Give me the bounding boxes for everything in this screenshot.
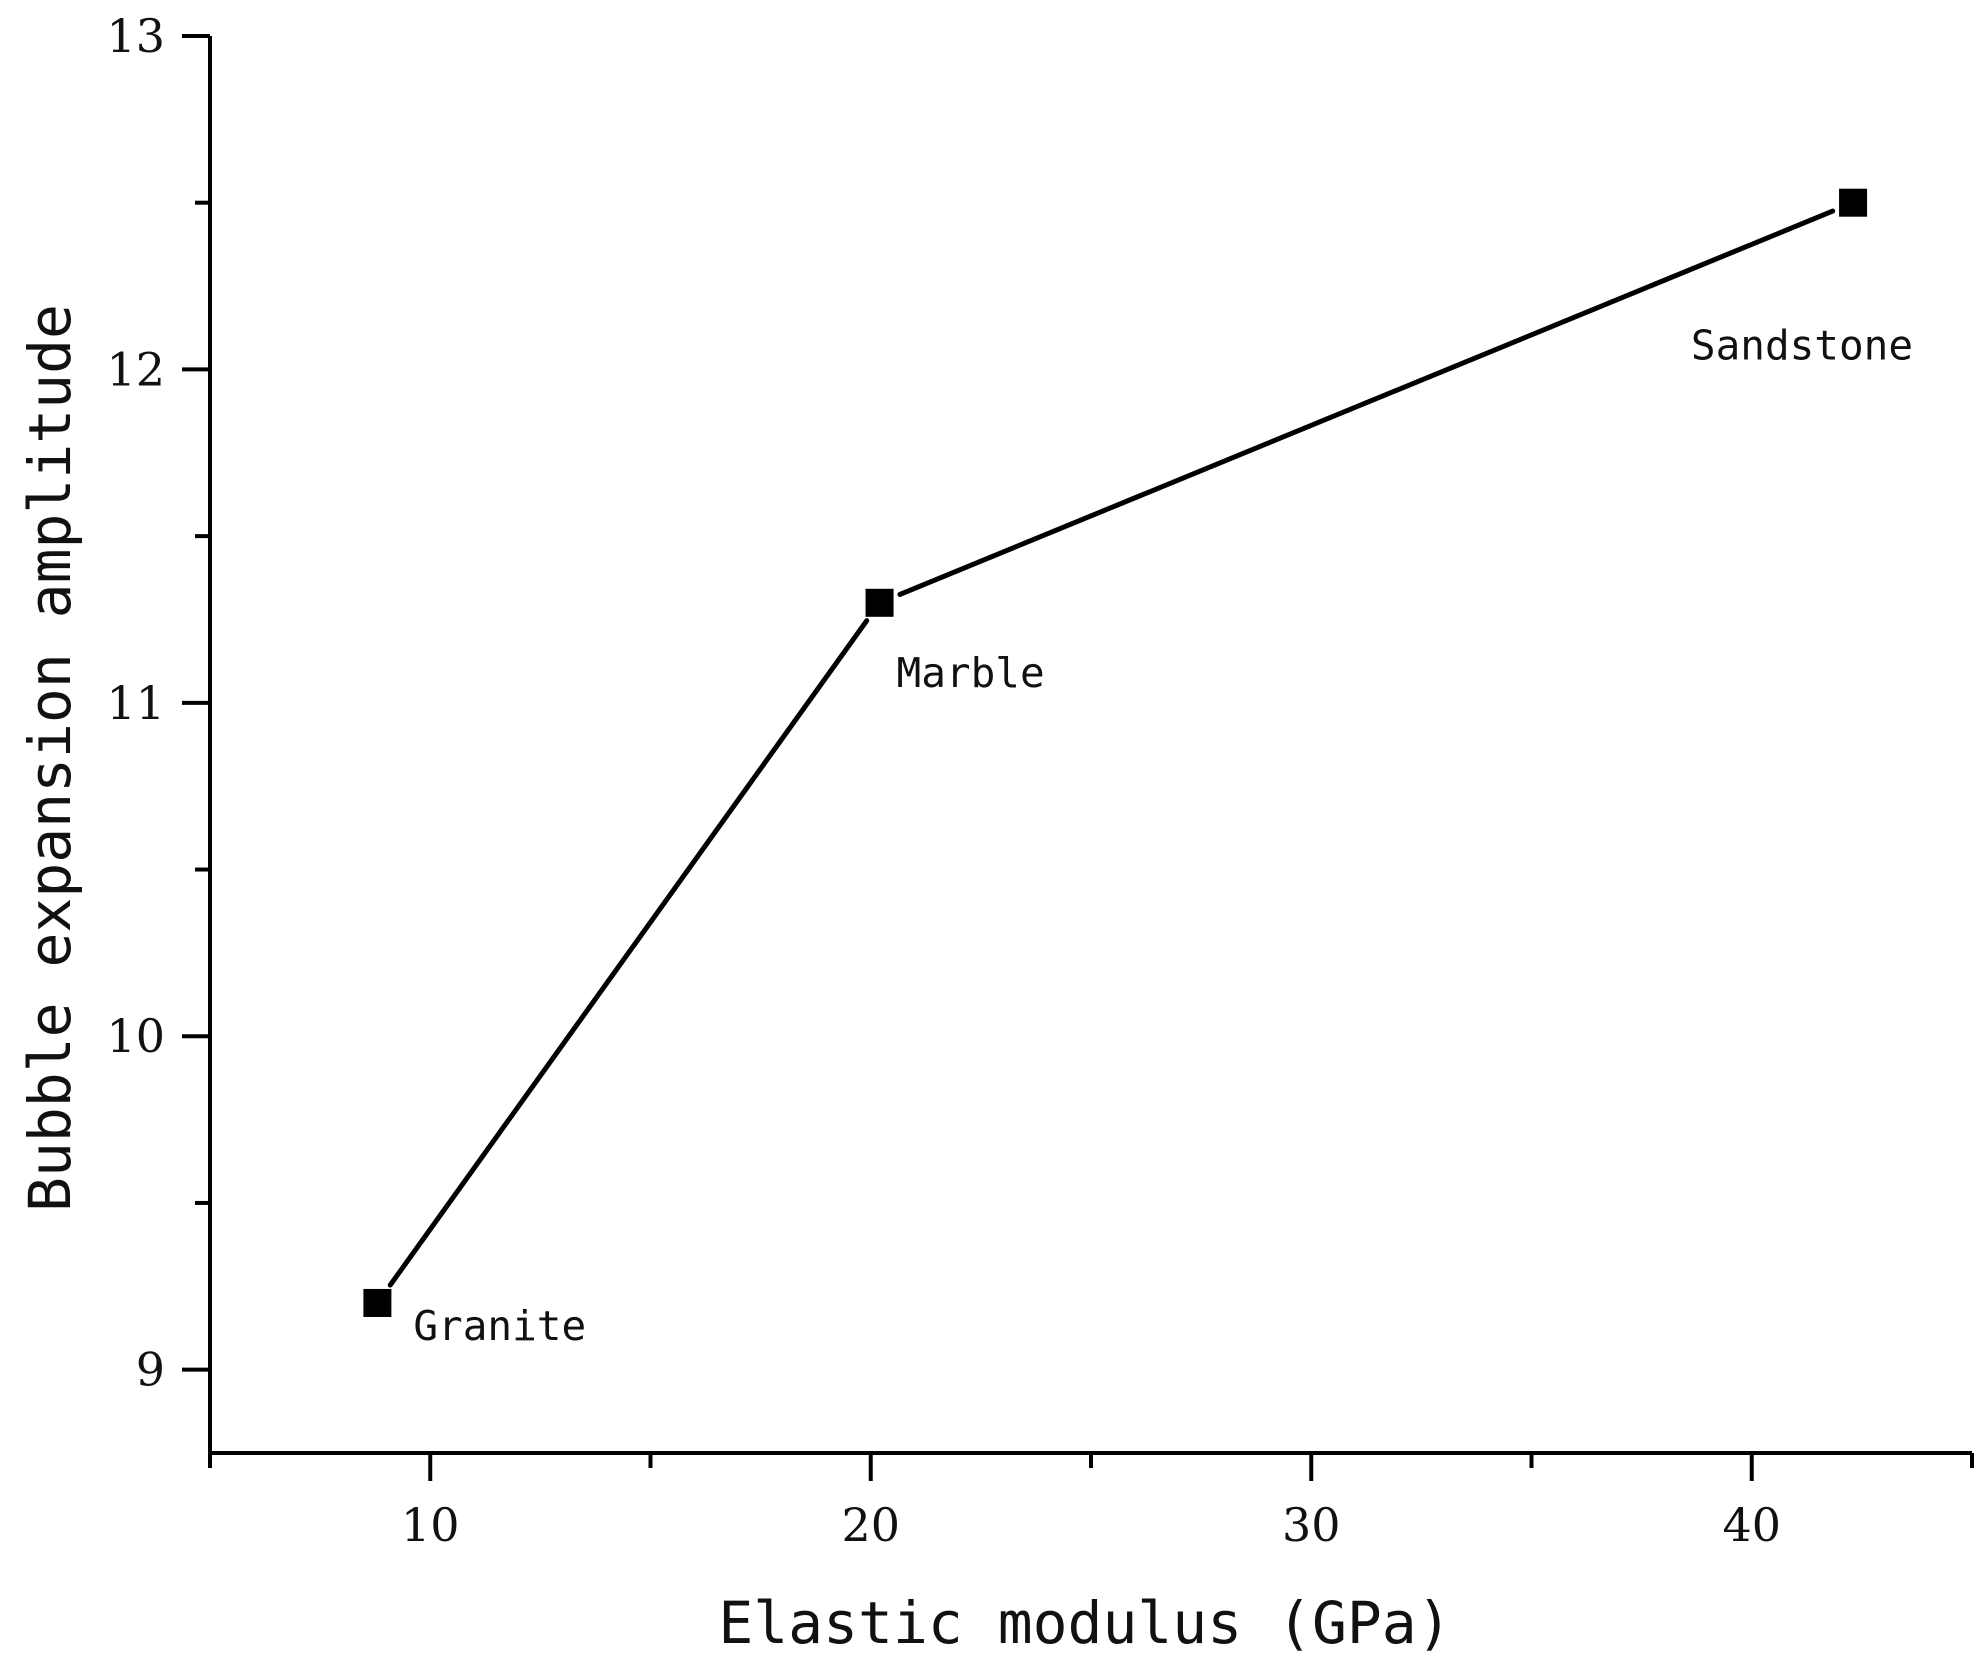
data-point-marker xyxy=(363,1288,392,1317)
data-series xyxy=(363,188,1868,1317)
data-point-marker xyxy=(865,588,894,617)
series-line-segment xyxy=(387,618,870,1288)
x-tick-label: 30 xyxy=(1282,1498,1341,1552)
point-label: Granite xyxy=(413,1302,586,1350)
x-axis-title: Elastic modulus (GPa) xyxy=(718,1589,1451,1657)
y-tick-label: 11 xyxy=(106,676,165,730)
y-tick-label: 13 xyxy=(106,9,165,63)
ticks: 9 10 11 12 13 10 20 30 40 xyxy=(106,9,1974,1552)
y-axis-title: Bubble expansion amplitude xyxy=(16,304,84,1212)
data-point-marker xyxy=(1839,188,1868,217)
point-label: Marble xyxy=(897,649,1045,697)
y-tick-label: 12 xyxy=(106,342,165,396)
series-line-segment xyxy=(897,208,1836,597)
point-annotations: Granite Marble Sandstone xyxy=(413,322,1913,1350)
y-tick-label: 10 xyxy=(106,1009,165,1063)
y-tick-label: 9 xyxy=(136,1343,165,1397)
x-tick-label: 10 xyxy=(401,1498,460,1552)
axes xyxy=(208,36,1972,1455)
point-label: Sandstone xyxy=(1691,322,1913,370)
x-tick-label: 40 xyxy=(1722,1498,1781,1552)
x-tick-label: 20 xyxy=(841,1498,900,1552)
